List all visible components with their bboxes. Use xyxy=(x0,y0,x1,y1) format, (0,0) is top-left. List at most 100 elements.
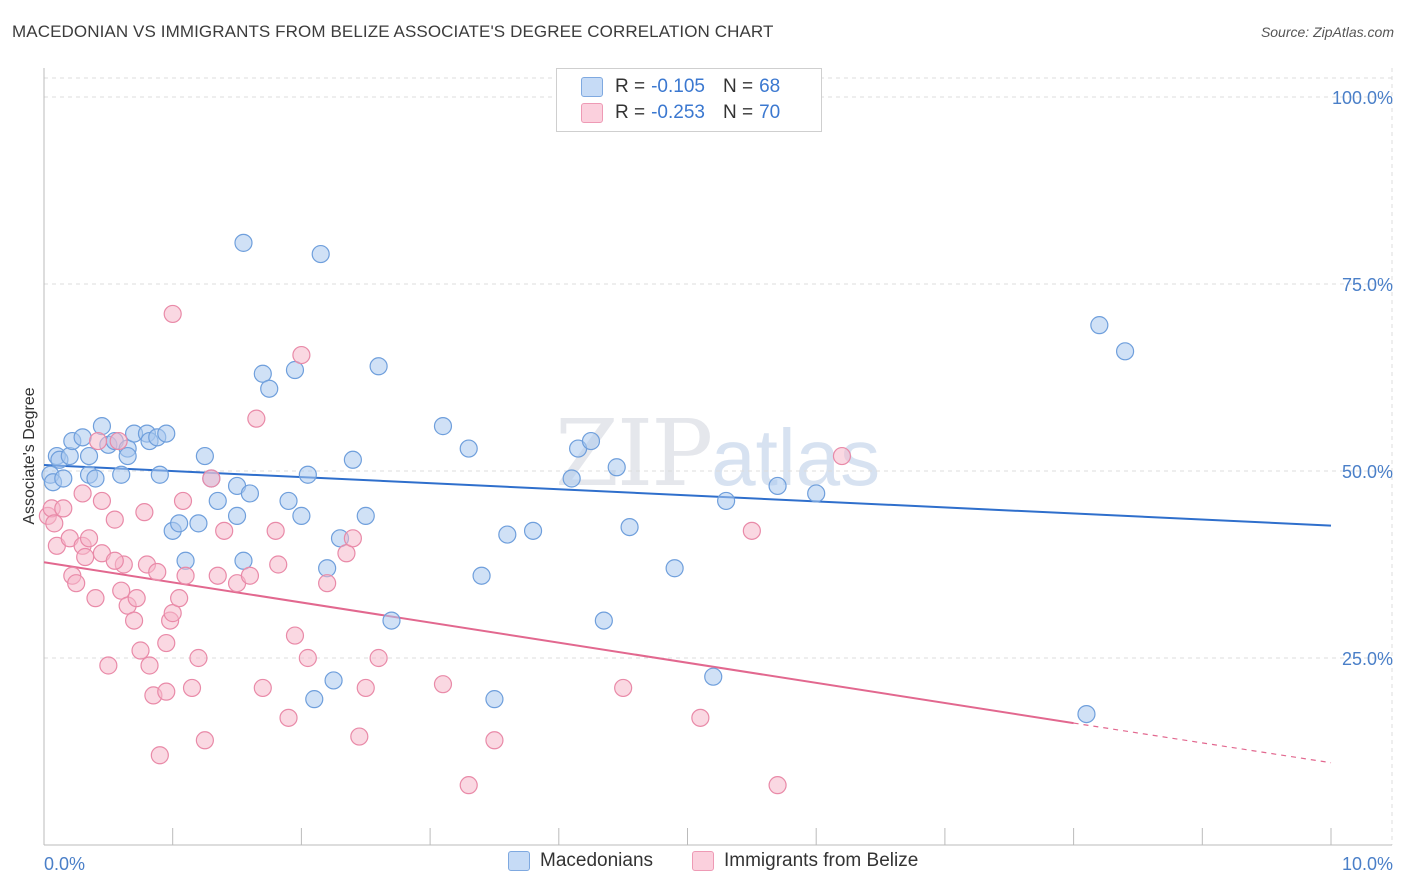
point-macedonian xyxy=(459,439,478,458)
point-belize xyxy=(105,551,124,570)
point-macedonian xyxy=(807,484,826,503)
point-macedonian xyxy=(581,431,601,451)
point-macedonian xyxy=(768,476,787,496)
point-belize xyxy=(195,731,214,750)
point-belize xyxy=(614,678,633,698)
point-belize xyxy=(163,304,182,324)
bottom-legend-swatch-macedonians xyxy=(508,851,530,871)
legend-swatch-macedonians xyxy=(581,77,603,97)
point-macedonian xyxy=(1090,316,1109,335)
legend-n-label: N = xyxy=(722,102,754,123)
point-belize xyxy=(369,648,388,668)
point-macedonian xyxy=(195,446,214,466)
point-belize xyxy=(131,641,150,660)
legend-row-macedonians: R = -0.105 N = 68 xyxy=(581,75,780,99)
point-macedonian xyxy=(73,428,92,447)
point-belize xyxy=(266,521,285,540)
point-macedonian xyxy=(150,465,169,484)
point-belize xyxy=(157,682,176,701)
point-belize xyxy=(140,656,159,675)
legend-r-value: -0.253 xyxy=(651,102,705,123)
point-belize xyxy=(73,484,92,503)
point-macedonian xyxy=(298,465,317,484)
point-belize xyxy=(292,345,311,365)
legend-r-label: R = xyxy=(615,76,646,97)
point-macedonian xyxy=(607,458,626,477)
point-macedonian xyxy=(189,514,208,533)
point-macedonian xyxy=(86,469,105,488)
chart-title: MACEDONIAN VS IMMIGRANTS FROM BELIZE ASS… xyxy=(12,22,774,41)
point-belize xyxy=(215,521,234,540)
point-macedonian xyxy=(704,667,723,686)
point-macedonian xyxy=(594,611,613,630)
watermark-atlas: atlas xyxy=(711,413,881,502)
chart-source: Source: ZipAtlas.com xyxy=(1260,24,1394,40)
point-belize xyxy=(150,746,169,765)
point-macedonian xyxy=(620,517,639,537)
point-belize xyxy=(45,514,64,533)
point-belize xyxy=(768,776,787,795)
tick-labels: 100.0% 75.0% 50.0% 25.0% 0.0% 10.0% xyxy=(44,88,1393,874)
bottom-legend-label-macedonians: Macedonians xyxy=(540,850,654,871)
trend-lines xyxy=(43,464,1332,764)
point-belize xyxy=(433,675,453,694)
point-macedonian xyxy=(324,671,343,690)
point-macedonian xyxy=(170,514,189,533)
point-macedonian xyxy=(343,450,362,469)
point-belize xyxy=(88,431,108,451)
point-macedonian xyxy=(292,506,311,525)
point-belize xyxy=(109,431,128,451)
point-belize xyxy=(54,499,73,518)
bottom-legend-belize[interactable]: Immigrants from Belize xyxy=(692,850,918,872)
point-belize xyxy=(208,566,227,585)
point-belize xyxy=(691,708,710,727)
point-belize xyxy=(92,491,112,511)
point-macedonian xyxy=(433,417,453,436)
x-tick-label: 10.0% xyxy=(1342,854,1393,874)
point-macedonian xyxy=(311,244,330,264)
point-macedonian xyxy=(208,491,227,511)
point-macedonian xyxy=(562,469,581,488)
point-belize xyxy=(356,678,375,698)
legend-row-belize: R = -0.253 N = 70 xyxy=(581,101,780,125)
point-macedonian xyxy=(79,446,99,466)
bottom-legend-swatch-belize xyxy=(692,851,714,871)
point-belize xyxy=(189,648,208,668)
point-macedonian xyxy=(498,525,517,544)
legend-n-value: 70 xyxy=(759,102,781,123)
point-macedonian xyxy=(1115,342,1135,361)
point-belize xyxy=(279,708,298,727)
point-belize xyxy=(176,566,195,585)
point-belize xyxy=(163,604,182,623)
point-macedonian xyxy=(260,379,279,398)
point-macedonian xyxy=(253,364,272,383)
point-belize xyxy=(343,529,362,548)
axes xyxy=(43,68,1392,846)
point-belize xyxy=(318,574,337,593)
point-belize xyxy=(99,656,118,675)
point-macedonian xyxy=(472,566,491,585)
point-belize xyxy=(459,776,478,795)
x-tick-label: 0.0% xyxy=(44,854,85,874)
point-belize xyxy=(127,589,146,608)
y-tick-label: 75.0% xyxy=(1342,275,1393,295)
point-macedonian xyxy=(92,417,112,436)
point-macedonian xyxy=(118,446,137,466)
legend-n-value: 68 xyxy=(759,76,781,97)
point-belize xyxy=(253,678,272,698)
legend-r-label: R = xyxy=(615,102,646,123)
point-macedonian xyxy=(227,506,247,525)
point-macedonian xyxy=(279,491,298,511)
point-belize xyxy=(240,566,260,585)
point-belize xyxy=(86,589,105,608)
point-belize xyxy=(76,547,95,567)
point-macedonian xyxy=(356,506,375,525)
bottom-legend-macedonians[interactable]: Macedonians xyxy=(508,850,653,872)
point-belize xyxy=(485,731,504,750)
point-belize xyxy=(202,469,221,488)
point-belize xyxy=(157,633,176,653)
correlation-legend: R = -0.105 N = 68 R = -0.253 N = 70 xyxy=(556,68,822,132)
legend-n-label: N = xyxy=(722,76,754,97)
point-belize xyxy=(350,727,369,746)
data-points xyxy=(38,233,1135,795)
